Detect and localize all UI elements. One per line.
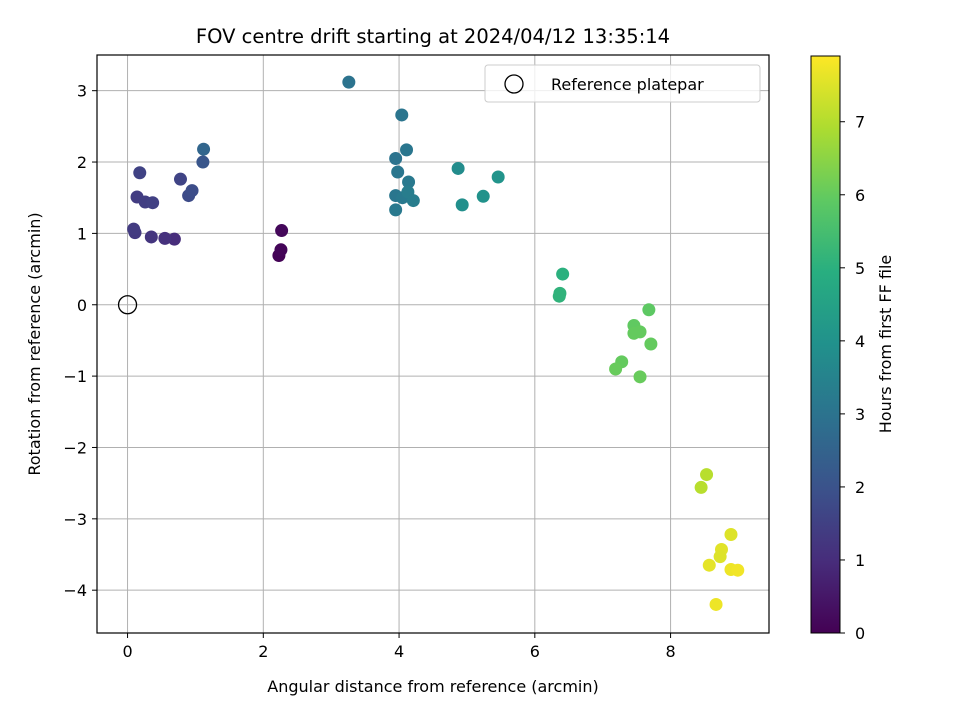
data-point	[713, 550, 727, 564]
data-point	[275, 224, 289, 238]
colorbar-tick-label: 1	[855, 551, 865, 570]
x-tick-label: 8	[665, 642, 675, 661]
x-axis-label: Angular distance from reference (arcmin)	[267, 677, 598, 696]
data-point	[709, 597, 723, 611]
data-point	[633, 370, 647, 384]
y-tick-label: 2	[77, 153, 87, 172]
data-point	[451, 161, 465, 175]
data-point	[552, 289, 566, 303]
data-point	[400, 143, 414, 157]
data-point	[389, 203, 403, 217]
y-tick-label: 1	[77, 224, 87, 243]
data-point	[476, 189, 490, 203]
y-tick-label: −3	[63, 510, 87, 529]
data-point	[391, 165, 405, 179]
y-tick-label: 3	[77, 82, 87, 101]
data-point	[197, 142, 211, 156]
data-point	[642, 303, 656, 317]
data-point	[633, 325, 647, 339]
colorbar-tick-label: 3	[855, 405, 865, 424]
colorbar-tick-label: 4	[855, 332, 865, 351]
legend-label: Reference platepar	[551, 75, 704, 94]
data-point	[133, 166, 147, 180]
colorbar-tick-label: 5	[855, 259, 865, 278]
x-tick-label: 0	[122, 642, 132, 661]
data-point	[185, 184, 199, 198]
data-point	[724, 528, 738, 542]
colorbar: 0 1 2 3 4 5 6 7 Hours from first FF file	[810, 55, 895, 643]
data-point	[644, 337, 658, 351]
colorbar-tick-label: 6	[855, 186, 865, 205]
data-point	[700, 468, 714, 482]
y-tick-label: −4	[63, 581, 87, 600]
y-tick-label: −1	[63, 367, 87, 386]
plot-frame	[96, 54, 770, 634]
reference-marker-layer	[117, 295, 138, 315]
data-point	[702, 558, 716, 572]
data-point	[609, 362, 623, 376]
data-point	[342, 75, 356, 89]
legend-reference-marker	[504, 74, 524, 94]
data-point	[491, 170, 505, 184]
data-point	[402, 175, 416, 189]
legend: Reference platepar	[484, 64, 761, 103]
chart-title: FOV centre drift starting at 2024/04/12 …	[196, 25, 670, 48]
data-point	[406, 194, 420, 208]
y-axis-label: Rotation from reference (arcmin)	[25, 212, 44, 475]
colorbar-tick-label: 0	[855, 624, 865, 643]
x-axis-ticks: 0 2 4 6 8	[122, 633, 676, 661]
data-point	[127, 222, 141, 236]
y-axis-ticks: 3 2 1 0 −1 −2 −3 −4	[63, 82, 97, 600]
x-tick-label: 4	[394, 642, 404, 661]
x-tick-label: 6	[530, 642, 540, 661]
legend-box	[484, 64, 761, 103]
y-tick-label: 0	[77, 296, 87, 315]
data-point	[167, 232, 181, 246]
colorbar-ticks: 0 1 2 3 4 5 6 7	[840, 113, 865, 643]
data-point	[158, 231, 172, 245]
data-point	[389, 151, 403, 165]
data-point	[694, 480, 708, 494]
data-point	[144, 230, 158, 244]
y-tick-label: −2	[63, 438, 87, 457]
data-point	[146, 196, 160, 210]
colorbar-label: Hours from first FF file	[876, 255, 895, 434]
reference-platepar-marker	[117, 295, 138, 315]
data-point	[395, 108, 409, 122]
data-point	[173, 172, 187, 186]
data-point	[731, 563, 745, 577]
colorbar-tick-label: 7	[855, 113, 865, 132]
data-point	[556, 267, 570, 281]
data-points	[127, 75, 745, 611]
colorbar-tick-label: 2	[855, 478, 865, 497]
data-point	[455, 198, 469, 212]
x-tick-label: 2	[258, 642, 268, 661]
data-point	[274, 243, 288, 257]
data-point	[196, 155, 210, 169]
colorbar-gradient	[810, 55, 841, 634]
grid	[97, 55, 769, 633]
